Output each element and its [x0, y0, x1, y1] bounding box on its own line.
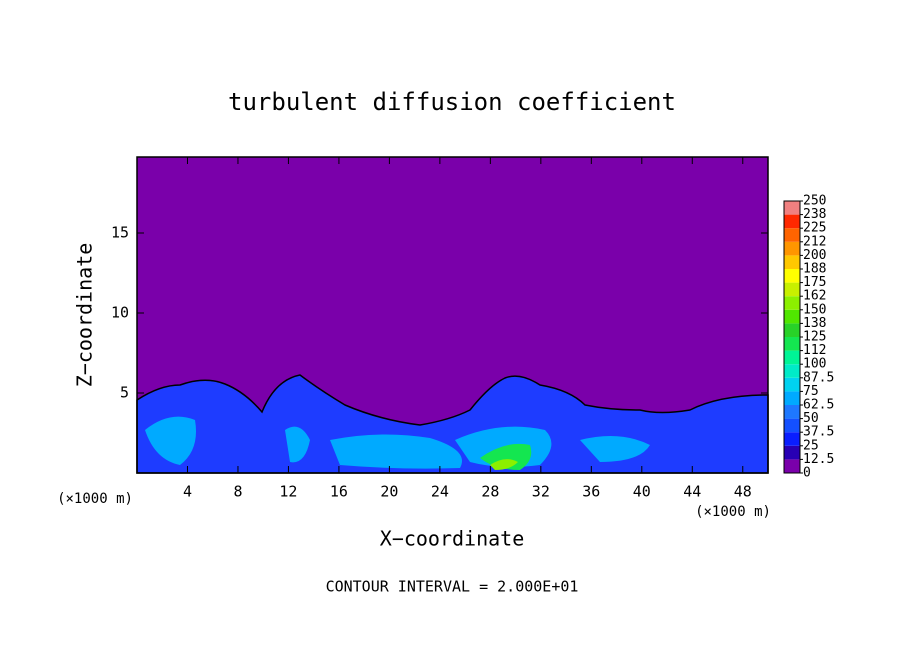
- y-tick-label: 15: [111, 224, 129, 242]
- colorbar-tick-label: 100: [803, 357, 826, 372]
- colorbar-tick-label: 62.5: [803, 398, 834, 413]
- colorbar-tick-label: 125: [803, 330, 826, 345]
- x-tick-label: 44: [683, 483, 701, 501]
- x-tick-label: 20: [380, 483, 398, 501]
- colorbar-tick-label: 188: [803, 262, 826, 277]
- colorbar-tick-label: 138: [803, 316, 826, 331]
- colorbar-swatch: [784, 445, 800, 460]
- chart-title: turbulent diffusion coefficient: [228, 88, 676, 116]
- colorbar-tick-label: 75: [803, 384, 819, 399]
- colorbar-swatch: [784, 337, 800, 351]
- colorbar-swatch: [784, 201, 800, 215]
- colorbar-swatch: [784, 459, 800, 473]
- x-tick-label: 12: [279, 483, 297, 501]
- colorbar-tick-label: 200: [803, 248, 826, 263]
- x-unit-label: (×1000 m): [695, 504, 771, 520]
- colorbar-tick-label: 12.5: [803, 452, 834, 467]
- colorbar-swatch: [784, 377, 800, 392]
- field: [136, 157, 769, 474]
- x-tick-label: 4: [183, 483, 192, 501]
- x-axis-label: X−coordinate: [380, 527, 525, 551]
- colorbar-tick-label: 37.5: [803, 425, 834, 440]
- colorbar-swatch: [784, 269, 800, 283]
- colorbar-tick-label: 212: [803, 234, 826, 249]
- colorbar-swatch: [784, 418, 800, 433]
- colorbar-tick-label: 150: [803, 302, 826, 317]
- colorbar-swatch: [784, 391, 800, 405]
- colorbar-swatch: [784, 255, 800, 269]
- colorbar-swatch: [784, 282, 800, 297]
- x-tick-label: 8: [233, 483, 242, 501]
- x-tick-label: 36: [582, 483, 600, 501]
- y-tick-label: 5: [120, 384, 129, 402]
- colorbar-tick-label: 225: [803, 221, 826, 236]
- y-tick-label: 10: [111, 304, 129, 322]
- colorbar-swatch: [784, 364, 800, 378]
- colorbar-tick-label: 175: [803, 275, 826, 290]
- colorbar-swatch: [784, 309, 800, 324]
- x-tick-label: 32: [532, 483, 550, 501]
- colorbar-swatch: [784, 405, 800, 419]
- x-tick-label: 48: [734, 483, 752, 501]
- x-tick-label: 40: [633, 483, 651, 501]
- x-tick-label: 28: [481, 483, 499, 501]
- colorbar-tick-label: 162: [803, 289, 826, 304]
- y-axis-label: Z−coordinate: [73, 243, 97, 388]
- colorbar-swatch: [784, 350, 800, 365]
- field-region: [490, 459, 518, 470]
- colorbar-tick-label: 238: [803, 207, 826, 222]
- colorbar-swatch: [784, 432, 800, 446]
- x-tick-label: 24: [431, 483, 449, 501]
- colorbar-swatch: [784, 241, 800, 256]
- plot-frame: [136, 156, 769, 474]
- colorbar-swatch: [784, 323, 800, 337]
- colorbar-tick-label: 0: [803, 466, 811, 481]
- colorbar-tick-label: 50: [803, 411, 819, 426]
- colorbar-tick-label: 87.5: [803, 370, 834, 385]
- colorbar-tick-label: 112: [803, 343, 826, 358]
- colorbar-tick-label: 25: [803, 438, 819, 453]
- colorbar-swatch: [784, 228, 800, 242]
- colorbar-tick-label: 250: [803, 194, 826, 209]
- x-tick-label: 16: [330, 483, 348, 501]
- footnote: CONTOUR INTERVAL = 2.000E+01: [326, 578, 579, 596]
- y-unit-label: (×1000 m): [57, 491, 133, 507]
- colorbar-swatch: [784, 214, 800, 229]
- colorbar-swatch: [784, 296, 800, 310]
